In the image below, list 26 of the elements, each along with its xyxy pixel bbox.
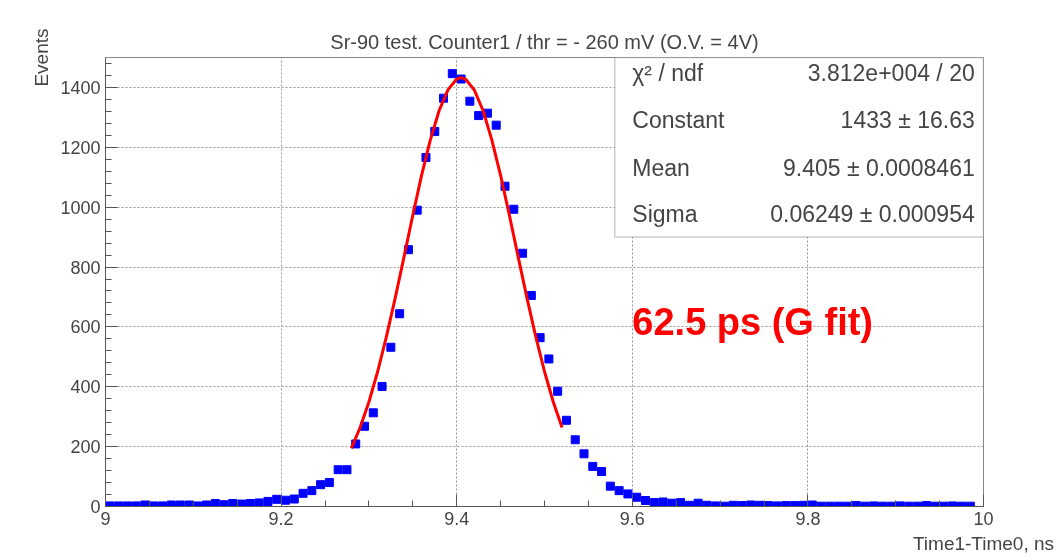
x-tick-label: 10 bbox=[973, 508, 994, 529]
annotation: χ² / ndf bbox=[632, 60, 704, 87]
chart-title: Sr-90 test. Counter1 / thr = - 260 mV (O.V. = 4V) bbox=[330, 30, 759, 53]
y-tick-label: 1400 bbox=[60, 77, 101, 98]
y-axis-title: Events bbox=[31, 28, 53, 87]
annotation: 3.812e+004 / 20 bbox=[807, 60, 975, 87]
annotation: Constant bbox=[632, 107, 725, 134]
annotation: 0.06249 ± 0.000954 bbox=[770, 200, 975, 227]
y-tick-label: 0 bbox=[90, 497, 101, 517]
x-axis-title: Time1-Time0, ns bbox=[912, 532, 1055, 554]
x-tick-label: 9.4 bbox=[444, 508, 470, 529]
annotation: 1433 ± 16.63 bbox=[840, 107, 975, 134]
x-tick-label: 9.2 bbox=[268, 508, 294, 529]
annotation: 9.405 ± 0.0008461 bbox=[783, 154, 975, 181]
y-tick-label: 200 bbox=[70, 437, 101, 458]
annotation: 62.5 ps (G fit) bbox=[632, 301, 874, 344]
annotation: Sigma bbox=[632, 200, 698, 227]
y-tick-label: 800 bbox=[70, 257, 101, 278]
y-tick-label: 600 bbox=[70, 317, 101, 338]
annotation: Mean bbox=[632, 154, 690, 181]
y-tick-label: 1000 bbox=[60, 197, 101, 218]
x-tick-label: 9.8 bbox=[795, 508, 821, 529]
x-tick-label: 9.6 bbox=[619, 508, 645, 529]
y-tick-label: 400 bbox=[70, 377, 101, 398]
y-tick-label: 1200 bbox=[60, 137, 101, 158]
x-tick-label: 9 bbox=[100, 508, 111, 529]
